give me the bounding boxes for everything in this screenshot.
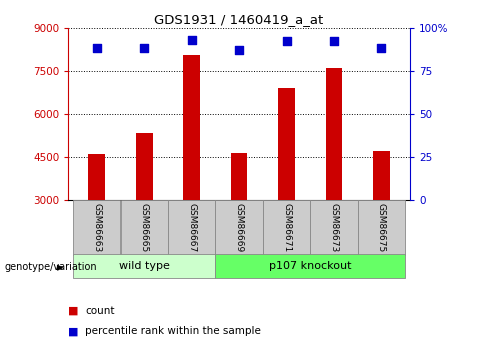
Text: ■: ■ [68, 326, 82, 336]
Bar [215, 254, 405, 278]
Text: GSM86669: GSM86669 [235, 203, 244, 252]
Bar [310, 200, 358, 255]
Point [141, 46, 148, 51]
Point [188, 37, 196, 42]
Text: genotype/variation: genotype/variation [5, 263, 98, 272]
Title: GDS1931 / 1460419_a_at: GDS1931 / 1460419_a_at [155, 13, 324, 27]
Bar [325, 68, 342, 200]
Bar [231, 152, 247, 200]
Bar [373, 151, 390, 200]
Text: GSM86665: GSM86665 [140, 203, 149, 252]
Text: GSM86673: GSM86673 [329, 203, 339, 252]
Text: GSM86667: GSM86667 [187, 203, 196, 252]
Bar [73, 254, 215, 278]
Text: GSM86671: GSM86671 [282, 203, 291, 252]
Point [378, 46, 386, 51]
Bar [183, 55, 200, 200]
Bar [88, 154, 105, 200]
Bar [136, 132, 153, 200]
Bar [358, 200, 405, 255]
Bar [215, 200, 263, 255]
Text: p107 knockout: p107 knockout [269, 261, 351, 271]
Text: percentile rank within the sample: percentile rank within the sample [85, 326, 261, 336]
Point [235, 47, 243, 53]
Text: ■: ■ [68, 306, 82, 315]
Bar [168, 200, 215, 255]
Bar [121, 200, 168, 255]
Text: count: count [85, 306, 115, 315]
Point [330, 39, 338, 44]
Bar [278, 88, 295, 200]
Bar [73, 200, 121, 255]
Point [93, 46, 101, 51]
Text: GSM86663: GSM86663 [92, 203, 102, 252]
Point [283, 39, 290, 44]
Text: wild type: wild type [119, 261, 170, 271]
Bar [263, 200, 310, 255]
Text: GSM86675: GSM86675 [377, 203, 386, 252]
